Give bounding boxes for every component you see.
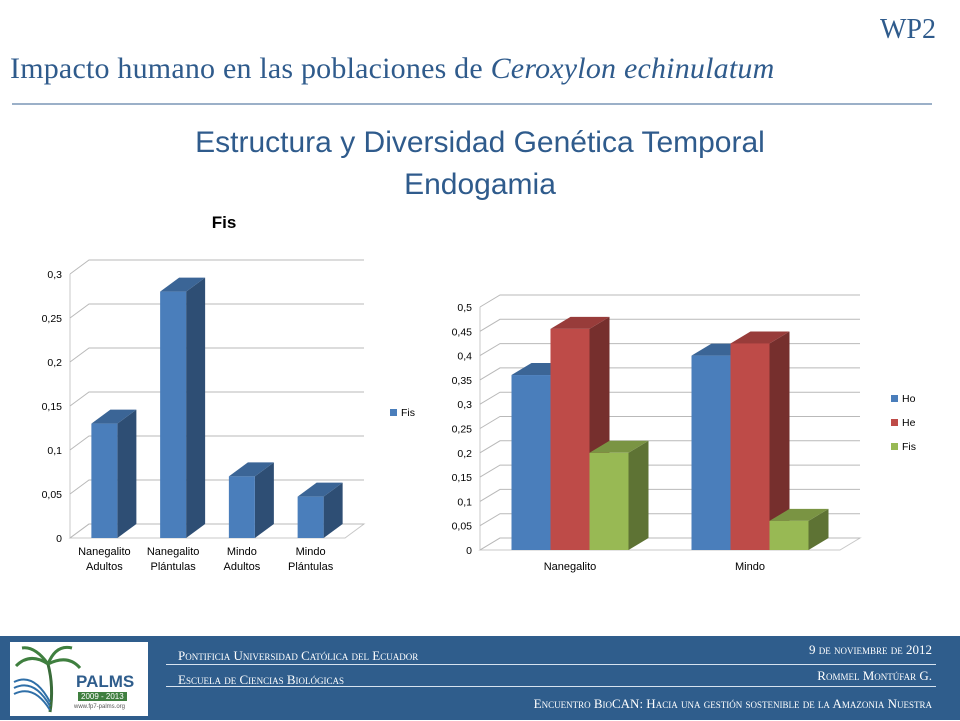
legend-swatch [891, 395, 898, 402]
y-tick-label: 0,4 [457, 351, 472, 363]
bar-top [160, 277, 206, 292]
bar-side [808, 508, 829, 550]
y-tick-label: 0,3 [47, 269, 62, 281]
y-tick-label: 0,1 [47, 445, 62, 457]
bar-top [589, 440, 649, 453]
logo-url: www.fp7-palms.org [74, 704, 126, 710]
legend-label: Fis [401, 407, 415, 419]
bar [769, 520, 809, 550]
bar-top [91, 409, 137, 424]
bar [160, 291, 187, 538]
palm-tree-icon [13, 645, 82, 713]
y-tick-label: 0,05 [452, 521, 473, 533]
legend-swatch [390, 409, 397, 416]
y-tick-label: 0,3 [457, 399, 472, 411]
y-tick-label: 0,25 [42, 313, 63, 325]
diversity-chart: 0 0,05 0,1 0,15 0,2 0,25 0,3 0,35 0,4 0,45 0,5 Nane… [452, 294, 916, 573]
legend-label: Ho [902, 393, 916, 405]
y-tick-label: 0 [56, 533, 62, 545]
bar-side [628, 440, 649, 550]
x-tick-label: Nanegalito [544, 561, 597, 573]
bar-top [228, 462, 274, 477]
logo-text: PALMS [76, 672, 135, 691]
bar-top [550, 316, 610, 329]
chart-title: Fis [212, 213, 237, 232]
gridline [479, 294, 860, 308]
work-package-label: WP2 [880, 14, 936, 45]
bar-top [297, 482, 343, 497]
gridline [69, 435, 364, 451]
x-tick-label: Mindo [227, 546, 257, 558]
footer-school: Escuela de Ciencias Biológicas [178, 672, 345, 687]
gridline [69, 391, 364, 407]
legend-label: He [902, 417, 916, 429]
y-tick-label: 0 [466, 545, 472, 557]
gridline [479, 318, 860, 332]
y-tick-label: 0,15 [452, 472, 473, 484]
y-tick-label: 0,2 [47, 357, 62, 369]
x-tick-label: Adultos [86, 561, 123, 573]
y-tick-label: 0,15 [42, 401, 63, 413]
y-tick-label: 0,35 [452, 375, 473, 387]
footer-author: Rommel Montúfar G. [817, 668, 932, 683]
footer-event: Encuentro BioCAN: Hacia una gestión sost… [533, 696, 932, 711]
bar-side [769, 331, 790, 550]
bar-side [117, 409, 137, 538]
subtitle-line-1: Estructura y Diversidad Genética Tempora… [195, 126, 765, 159]
bar [550, 328, 590, 550]
title-prefix: Impacto humano en las poblaciones de [10, 52, 491, 85]
footer-divider-2 [166, 686, 936, 687]
bar-top [769, 508, 829, 521]
footer-university: Pontificia Universidad Católica del Ecua… [178, 648, 419, 663]
footer-date: 9 de noviembre de 2012 [809, 642, 932, 657]
title-species: Ceroxylon echinulatum [490, 52, 775, 85]
y-tick-label: 0,25 [452, 424, 473, 436]
gridline [69, 303, 364, 319]
slide-title: Impacto humano en las poblaciones de Cer… [10, 52, 950, 86]
bar [297, 496, 324, 538]
bar-top [730, 331, 790, 344]
legend-swatch [891, 419, 898, 426]
title-divider [12, 103, 932, 105]
x-tick-label: Mindo [735, 561, 765, 573]
bar-side [254, 462, 274, 538]
x-tick-label: Plántulas [288, 561, 334, 573]
bar-side [323, 482, 343, 538]
y-tick-label: 0,5 [457, 302, 472, 314]
footer-divider-1 [166, 664, 936, 665]
x-tick-label: Adultos [224, 561, 261, 573]
y-tick-label: 0,1 [457, 496, 472, 508]
bar [589, 452, 629, 550]
y-tick-label: 0,2 [457, 448, 472, 460]
legend-label: Fis [902, 441, 916, 453]
bar [691, 355, 731, 550]
x-tick-label: Nanegalito [147, 546, 200, 558]
footer-bar [0, 636, 960, 720]
y-tick-label: 0,05 [42, 489, 63, 501]
subtitle-line-2: Endogamia [404, 168, 556, 201]
bar [228, 476, 255, 538]
legend-swatch [891, 443, 898, 450]
logo-years: 2009 - 2013 [78, 692, 127, 701]
fis-chart: Fis 0 0,05 0,1 0,15 0,2 0,25 0,3 Nanegalito Adult… [42, 213, 415, 573]
x-tick-label: Nanegalito [78, 546, 131, 558]
bar [511, 375, 551, 550]
x-tick-label: Mindo [296, 546, 326, 558]
bar-side [186, 277, 206, 538]
bar [91, 423, 118, 538]
x-tick-label: Plántulas [150, 561, 196, 573]
bar [730, 343, 770, 550]
palms-logo: PALMS 2009 - 2013 www.fp7-palms.org [10, 642, 148, 716]
gridline [479, 343, 860, 357]
gridline [69, 259, 364, 275]
y-tick-label: 0,45 [452, 326, 473, 338]
gridline [69, 347, 364, 363]
